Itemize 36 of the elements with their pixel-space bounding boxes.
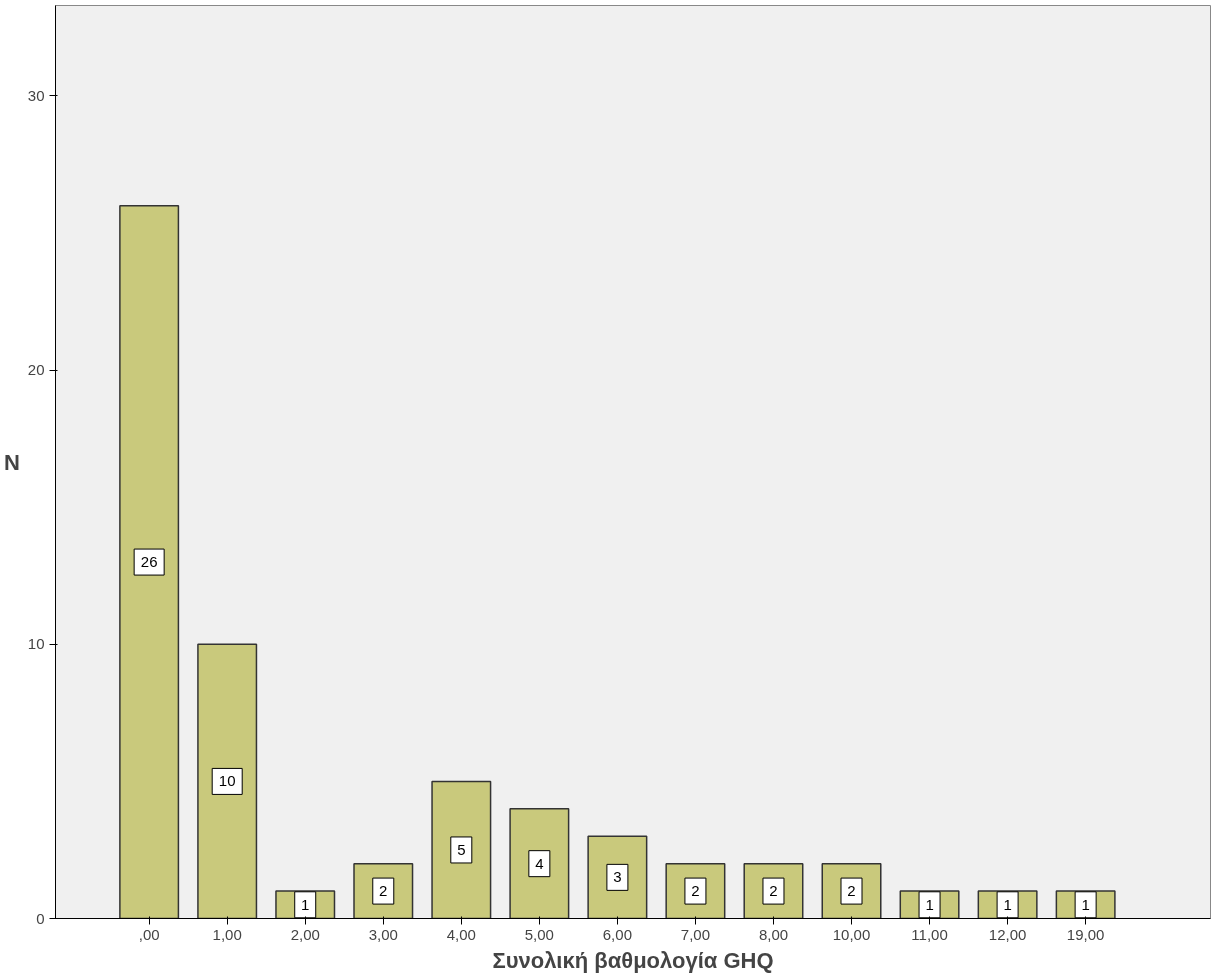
data-label: 2 <box>847 882 856 900</box>
x-tick-label: 4,00 <box>446 925 476 943</box>
bar <box>431 780 492 919</box>
x-tick-label: 7,00 <box>680 925 711 943</box>
x-tick-label: 11,00 <box>911 925 948 943</box>
y-tick-label: 20 <box>27 361 45 379</box>
x-tick-label: 19,00 <box>1066 925 1105 943</box>
data-label: 1 <box>1003 895 1012 913</box>
data-label: 5 <box>457 840 466 858</box>
bar <box>119 204 180 919</box>
bar <box>197 643 258 919</box>
y-tick-label: 10 <box>27 635 45 653</box>
bar <box>509 808 570 919</box>
y-axis-title: N <box>3 449 20 475</box>
x-axis-title: Συνολική βαθμολογία GHQ <box>492 947 774 973</box>
data-label: 1 <box>301 895 310 913</box>
x-tick-label: 2,00 <box>290 925 320 943</box>
x-tick-label: 3,00 <box>368 925 398 943</box>
data-label: 26 <box>140 553 158 571</box>
x-tick-label: 5,00 <box>524 925 554 943</box>
x-tick-label: 12,00 <box>988 925 1027 943</box>
x-tick-label: 10,00 <box>832 925 871 943</box>
y-tick-label: 0 <box>36 909 45 927</box>
x-tick-label: ,00 <box>138 925 160 943</box>
data-label: 1 <box>1081 895 1090 913</box>
y-tick-label: 30 <box>27 86 45 104</box>
x-tick-label: 1,00 <box>212 925 242 943</box>
data-label: 2 <box>769 882 778 900</box>
data-label: 1 <box>925 895 934 913</box>
data-label: 4 <box>535 854 544 872</box>
data-label: 2 <box>379 882 388 900</box>
x-tick-label: 8,00 <box>758 925 789 943</box>
x-tick-label: 6,00 <box>602 925 632 943</box>
data-label: 3 <box>613 868 622 886</box>
data-label: 10 <box>218 772 236 790</box>
data-label: 2 <box>691 882 700 900</box>
